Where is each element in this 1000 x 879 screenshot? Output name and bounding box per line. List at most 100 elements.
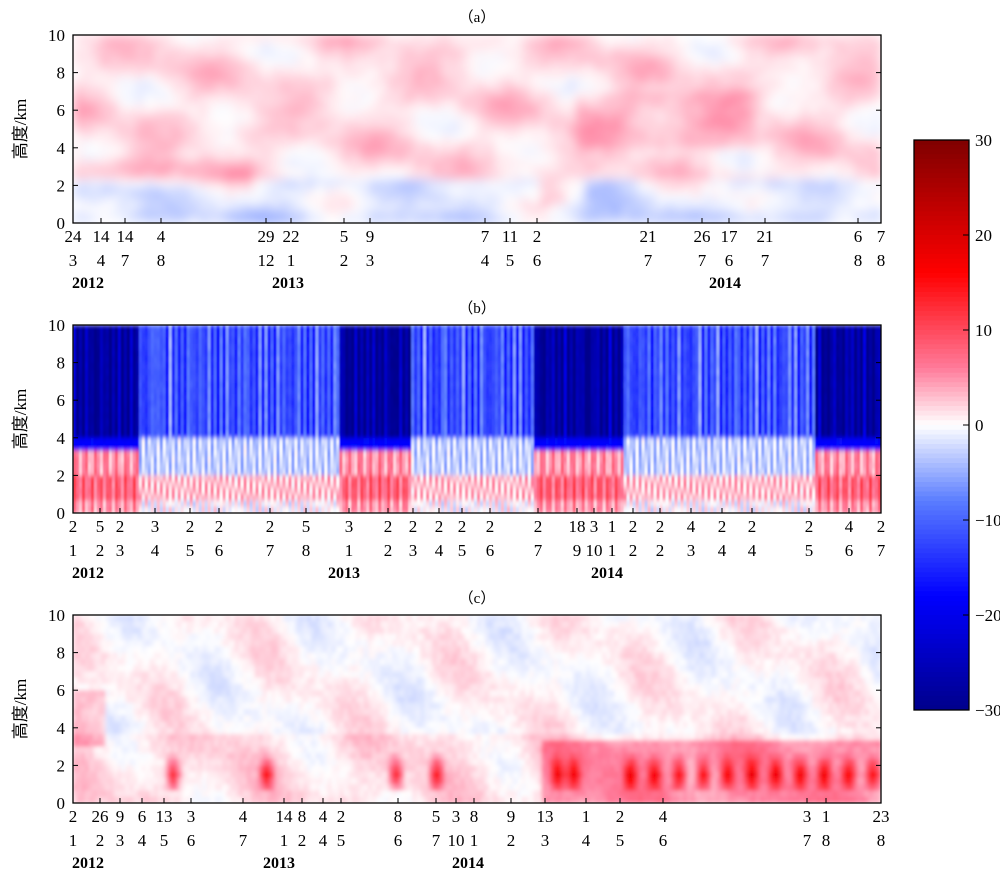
colorbar-segment (914, 615, 969, 621)
panel-a-xtick-day: 17 (721, 227, 739, 246)
colorbar-segment (914, 653, 969, 659)
panel-b-ytick-label: 0 (57, 504, 66, 523)
panel-c-xtick-month: 6 (659, 831, 668, 850)
panel-c-xtick-day: 3 (452, 807, 461, 826)
panel-b-xtick-month: 5 (805, 541, 814, 560)
panel-a-year-label: 2014 (709, 275, 741, 292)
panel-a-frame (72, 34, 882, 224)
panel-c-xtick-day: 3 (187, 807, 196, 826)
panel-b-xtick-day: 3 (345, 517, 354, 536)
panel-c-xtick-month: 5 (160, 831, 169, 850)
panel-a-xtick-day: 7 (481, 227, 490, 246)
colorbar-segment (914, 192, 969, 198)
panel-a-ytick-label: 6 (57, 101, 66, 120)
panel-a-xtick-month: 12 (258, 251, 275, 270)
panel-b-xtick-month: 4 (435, 541, 444, 560)
colorbar-segment (914, 216, 969, 222)
colorbar-segment (914, 325, 969, 331)
panel-c-ytick-label: 6 (57, 681, 66, 700)
panel-c-xtick-day: 8 (394, 807, 403, 826)
colorbar-segment (914, 249, 969, 255)
colorbar-segment (914, 258, 969, 264)
panel-a-xtick-day: 26 (694, 227, 711, 246)
panel-c-xtick-month: 6 (394, 831, 403, 850)
colorbar-segment (914, 225, 969, 231)
panel-a-xtick-day: 22 (283, 227, 300, 246)
panel-c-xtick-day: 6 (138, 807, 147, 826)
colorbar-segment (914, 510, 969, 516)
colorbar-segment (914, 662, 969, 668)
panel-a-xtick-day: 29 (258, 227, 275, 246)
colorbar: 30 20 10 0 −10 −20 −30 (913, 131, 1000, 720)
panel-a-xtick-day: 4 (157, 227, 166, 246)
panel-b-ytick-label: 10 (48, 316, 65, 335)
colorbar-segment (914, 681, 969, 687)
panel-c-year-label: 2012 (72, 855, 104, 872)
panel-b-xtick-month: 1 (345, 541, 354, 560)
colorbar-segment (914, 330, 969, 336)
panel-c-xtick-day: 26 (92, 807, 109, 826)
colorbar-segment (914, 619, 969, 625)
panel-b-year-label: 2012 (72, 565, 104, 582)
panel-c-xtick-month: 3 (541, 831, 550, 850)
panel-c-xtick-month: 10 (448, 831, 465, 850)
colorbar-segment (914, 159, 969, 165)
panel-c-xtick-month: 1 (69, 831, 78, 850)
panel-b-heatmap (73, 325, 881, 513)
panel-b-xtick-month: 2 (384, 541, 393, 560)
panel-c-xtick-day: 23 (873, 807, 890, 826)
colorbar-segment (914, 235, 969, 241)
panel-b-xtick-month: 10 (586, 541, 603, 560)
colorbar-segment (914, 676, 969, 682)
colorbar-segment (914, 197, 969, 203)
panel-a-ytick-label: 10 (48, 26, 65, 45)
colorbar-segment (914, 401, 969, 407)
panel-a-xtick-month: 7 (698, 251, 707, 270)
colorbar-segment (914, 201, 969, 207)
colorbar-segment (914, 363, 969, 369)
colorbar-segment (914, 273, 969, 279)
colorbar-segment (914, 477, 969, 483)
panel-a-heatmap (73, 35, 881, 223)
colorbar-segment (914, 358, 969, 364)
colorbar-segment (914, 695, 969, 701)
colorbar-segment (914, 648, 969, 654)
colorbar-segment (914, 173, 969, 179)
panel-c-xtick-month: 4 (319, 831, 328, 850)
colorbar-segment (914, 491, 969, 497)
colorbar-segment (914, 178, 969, 184)
panel-c-ytick-label: 8 (57, 644, 66, 663)
colorbar-segment (914, 634, 969, 640)
panel-b-xtick-day: 2 (69, 517, 78, 536)
panel-a-xtick-day: 14 (93, 227, 111, 246)
panel-b-xtick-month: 7 (534, 541, 543, 560)
panel-c-title: （c） (459, 590, 496, 607)
colorbar-segment (914, 486, 969, 492)
panel-a-xtick-day: 11 (502, 227, 518, 246)
colorbar-segment (914, 254, 969, 260)
panel-a-ytick-label: 0 (57, 214, 66, 233)
colorbar-segment (914, 458, 969, 464)
panel-b-xtick-month: 1 (608, 541, 617, 560)
colorbar-segment (914, 349, 969, 355)
colorbar-segment (914, 577, 969, 583)
panel-b-xtick-day: 2 (435, 517, 444, 536)
panel-c-ytick-label: 0 (57, 794, 66, 813)
panel-a-title: （a） (459, 9, 496, 26)
panel-a-xtick-month: 3 (69, 251, 78, 270)
colorbar-segment (914, 505, 969, 511)
colorbar-segment (914, 624, 969, 630)
panel-b-xtick-month: 6 (215, 541, 224, 560)
colorbar-segment (914, 629, 969, 635)
panel-a-xtick-month: 1 (287, 251, 296, 270)
colorbar-segment (914, 334, 969, 340)
panel-c-xtick-day: 9 (507, 807, 516, 826)
panel-b-xtick-month: 7 (877, 541, 886, 560)
colorbar-segment (914, 211, 969, 217)
panel-c-xtick-month: 7 (239, 831, 248, 850)
colorbar-segment (914, 515, 969, 521)
panel-a-xtick-day: 2 (533, 227, 542, 246)
panel-c-xtick-month: 6 (187, 831, 196, 850)
panel-b-title: （b） (458, 300, 496, 317)
panel-b-xtick-month: 1 (69, 541, 78, 560)
